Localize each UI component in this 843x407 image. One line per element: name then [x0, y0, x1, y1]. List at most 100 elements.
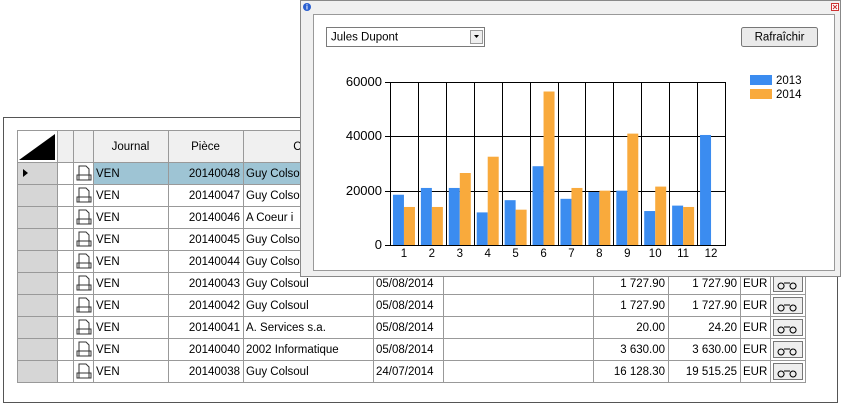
cell [17, 316, 58, 339]
doc-icon [76, 363, 92, 379]
cell-text: VEN [96, 234, 120, 246]
cell [17, 272, 58, 295]
selector[interactable] [326, 27, 485, 47]
cell-text: 3 630.00 [620, 344, 665, 356]
cell-text: VEN [96, 190, 120, 202]
cell [17, 228, 58, 251]
refresh-button[interactable] [741, 27, 818, 47]
cell-text: 1 727.90 [692, 300, 737, 312]
doc-icon [76, 209, 92, 225]
bar [392, 194, 404, 245]
header-cell [57, 130, 74, 163]
bar [403, 206, 415, 245]
cell [57, 250, 74, 273]
cell [17, 184, 58, 207]
x-tick-label: 11 [677, 248, 689, 260]
bar [543, 91, 555, 245]
cell [57, 316, 74, 339]
doc-icon [76, 187, 92, 203]
cell [57, 184, 74, 207]
cell-text: 05/08/2014 [376, 344, 434, 356]
cell-text: VEN [96, 300, 120, 312]
glasses-icon [777, 304, 797, 312]
header-cell [73, 130, 94, 163]
legend-swatch [750, 89, 772, 99]
bar [627, 133, 639, 245]
glasses-icon [777, 326, 797, 334]
column-header: Journal [112, 141, 150, 153]
cell-text: 3 630.00 [692, 344, 737, 356]
cell-text: Guy Colsoul [246, 256, 309, 268]
x-tick-label: 10 [649, 248, 662, 260]
doc-icon [76, 297, 92, 313]
close-glyph [832, 4, 838, 10]
cell-text: 20140041 [189, 322, 240, 334]
cell [443, 316, 594, 339]
cell-text: EUR [743, 344, 767, 356]
cell-text: 20140040 [189, 344, 240, 356]
cell-text: EUR [743, 278, 767, 290]
cell-text: 20140046 [189, 212, 240, 224]
cell-text: 05/08/2014 [376, 322, 434, 334]
selector-text: Jules Dupont [331, 32, 399, 44]
bar [448, 187, 460, 245]
row-pointer [23, 169, 28, 177]
x-tick-label: 6 [540, 248, 546, 260]
cell-text: Guy Colsoul [246, 234, 309, 246]
cell-text: VEN [96, 322, 120, 334]
cell-text: 20140048 [189, 168, 240, 180]
cell [57, 338, 74, 361]
cell [443, 360, 594, 383]
cell-text: EUR [743, 300, 767, 312]
bar [616, 190, 628, 245]
cell-text: 20140044 [189, 256, 241, 268]
bar [655, 186, 667, 245]
cell-text: Guy Colsoul [246, 168, 309, 180]
cell-text: 20140043 [189, 278, 240, 290]
cell-text: Guy Colsoul [246, 190, 309, 202]
x-tick-label: 5 [512, 248, 518, 260]
glasses-icon [777, 370, 797, 378]
header-cell [168, 130, 244, 163]
column-header: Pièce [191, 141, 220, 153]
x-tick-label: 3 [457, 248, 463, 260]
cell-text: EUR [743, 322, 767, 334]
info-glyph: i [306, 4, 308, 11]
cell-text: 05/08/2014 [376, 300, 434, 312]
legend-label: 2014 [776, 89, 802, 101]
bar [487, 156, 499, 245]
doc-icon [76, 275, 92, 291]
bar [700, 134, 712, 245]
bar [672, 205, 684, 245]
bar [599, 190, 611, 245]
doc-icon [76, 165, 92, 181]
bar [420, 187, 432, 245]
cell [57, 162, 74, 185]
cell-text: Guy Colsoul [246, 366, 309, 378]
doc-icon [76, 341, 92, 357]
cell-text: 05/08/2014 [376, 278, 434, 290]
cell-text: 20140045 [189, 234, 240, 246]
info-icon [303, 3, 311, 11]
cell [57, 294, 74, 317]
legend-swatch [750, 75, 772, 85]
x-tick-label: 9 [624, 248, 630, 260]
bar [515, 209, 527, 245]
cell-text: VEN [96, 212, 120, 224]
x-tick-label: 8 [596, 248, 602, 260]
cell [17, 206, 58, 229]
bar [431, 206, 443, 245]
cell-text: VEN [96, 168, 120, 180]
x-tick-label: 12 [705, 248, 718, 260]
cell [17, 294, 58, 317]
bar [560, 198, 572, 245]
cell-text: A. Services s.a. [246, 322, 326, 334]
cell [57, 206, 74, 229]
y-tick-label: 60000 [346, 74, 382, 89]
cell-text: Guy Colsoul [246, 278, 309, 290]
x-tick-label: 1 [401, 248, 407, 260]
cell [443, 294, 594, 317]
cell-text: VEN [96, 344, 120, 356]
selector-arrow [474, 35, 479, 38]
